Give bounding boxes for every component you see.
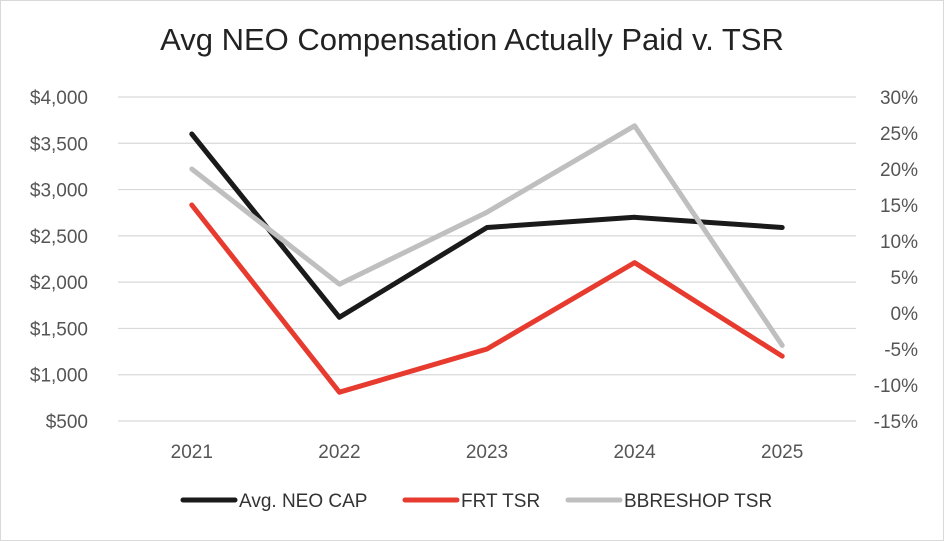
left-tick-label: $1,500 <box>30 319 88 340</box>
right-tick-label: 0% <box>891 304 919 325</box>
left-tick-label: $1,000 <box>30 366 88 387</box>
x-axis-ticks: 2021 2022 2023 2024 2025 <box>171 442 804 463</box>
x-tick-label: 2025 <box>761 442 803 463</box>
left-tick-label: $500 <box>46 412 88 433</box>
left-axis-ticks: $4,000 $3,500 $3,000 $2,500 $2,000 $1,500 $1,0… <box>30 88 88 433</box>
x-tick-label: 2021 <box>171 442 213 463</box>
legend-label-bbreshop-tsr: BBRESHOP TSR <box>624 491 772 512</box>
right-tick-label: 20% <box>880 160 918 181</box>
right-tick-label: 5% <box>891 268 919 289</box>
left-tick-label: $2,500 <box>30 227 88 248</box>
right-tick-label: 10% <box>880 232 918 253</box>
x-tick-label: 2022 <box>318 442 360 463</box>
legend-label-avg-neo-cap: Avg. NEO CAP <box>239 491 367 512</box>
legend-label-frt-tsr: FRT TSR <box>461 491 540 512</box>
right-axis-ticks: 30% 25% 20% 15% 10% 5% 0% -5% -10% -15% <box>874 88 918 433</box>
left-tick-label: $4,000 <box>30 88 88 109</box>
right-tick-label: -15% <box>874 412 918 433</box>
series-line-bbreshop-tsr <box>189 123 785 348</box>
right-tick-label: 25% <box>880 124 918 145</box>
left-tick-label: $3,500 <box>30 134 88 155</box>
right-tick-label: -10% <box>874 376 918 397</box>
series-lines <box>189 123 785 395</box>
x-tick-label: 2023 <box>466 442 508 463</box>
series-line-avg-neo-cap <box>189 131 785 320</box>
left-tick-label: $2,000 <box>30 273 88 294</box>
gridlines <box>118 96 856 422</box>
right-tick-label: 15% <box>880 196 918 217</box>
chart-title: Avg NEO Compensation Actually Paid v. TS… <box>160 22 784 57</box>
left-tick-label: $3,000 <box>30 181 88 202</box>
right-tick-label: 30% <box>880 88 918 109</box>
x-tick-label: 2024 <box>613 442 656 463</box>
right-tick-label: -5% <box>884 340 918 361</box>
series-line-frt-tsr <box>189 202 785 395</box>
legend: Avg. NEO CAP FRT TSR BBRESHOP TSR <box>180 491 772 512</box>
